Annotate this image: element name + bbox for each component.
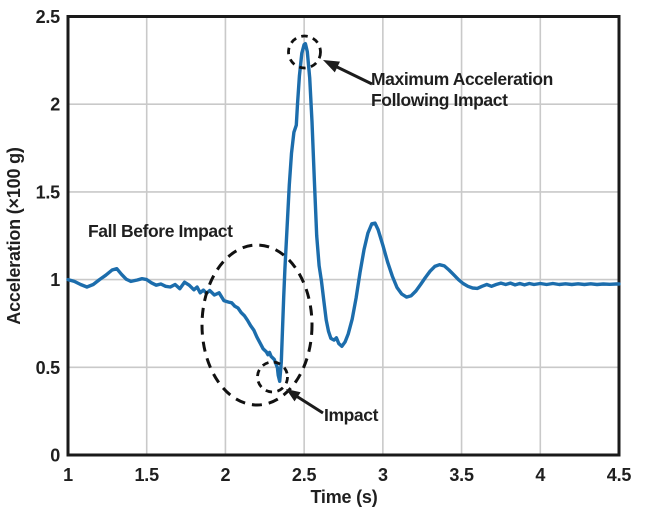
fall-region-ellipse-marker xyxy=(200,243,314,407)
plot-border xyxy=(66,15,621,457)
x-tick-labels: 1 1.5 2 2.5 3 3.5 4 4.5 xyxy=(63,465,631,485)
max-acceleration-circle-marker xyxy=(287,34,322,70)
y-axis-label: Acceleration (×100 g) xyxy=(4,147,24,325)
impact-label: Impact xyxy=(324,405,379,425)
y-tick-label: 0 xyxy=(50,446,60,466)
y-tick-label: 1.5 xyxy=(36,182,61,202)
gridlines xyxy=(68,16,619,455)
acceleration-line xyxy=(66,42,621,383)
impact-arrow-line xyxy=(296,395,324,415)
x-tick-label: 2 xyxy=(221,465,231,485)
y-tick-label: 2 xyxy=(50,95,60,115)
x-tick-label: 1 xyxy=(63,465,73,485)
y-tick-labels: 0 0.5 1 1.5 2 2.5 xyxy=(36,7,61,466)
max-acceleration-arrow-head xyxy=(323,60,340,73)
x-tick-label: 1.5 xyxy=(134,465,159,485)
max-acceleration-arrow-line xyxy=(335,65,373,86)
x-tick-label: 2.5 xyxy=(292,465,317,485)
x-tick-label: 4.5 xyxy=(607,465,632,485)
x-axis-label: Time (s) xyxy=(310,487,377,507)
impact-arrow-head xyxy=(286,389,301,402)
y-tick-label: 2.5 xyxy=(36,7,61,27)
x-tick-label: 3.5 xyxy=(449,465,474,485)
y-tick-label: 1 xyxy=(50,270,60,290)
x-tick-label: 4 xyxy=(535,465,545,485)
max-acceleration-label-line2: Following Impact xyxy=(371,90,508,110)
x-tick-label: 3 xyxy=(378,465,388,485)
max-acceleration-label-line1: Maximum Acceleration xyxy=(371,69,553,89)
fall-before-impact-label: Fall Before Impact xyxy=(88,221,233,241)
impact-circle-marker xyxy=(256,360,289,394)
y-tick-label: 0.5 xyxy=(36,358,61,378)
